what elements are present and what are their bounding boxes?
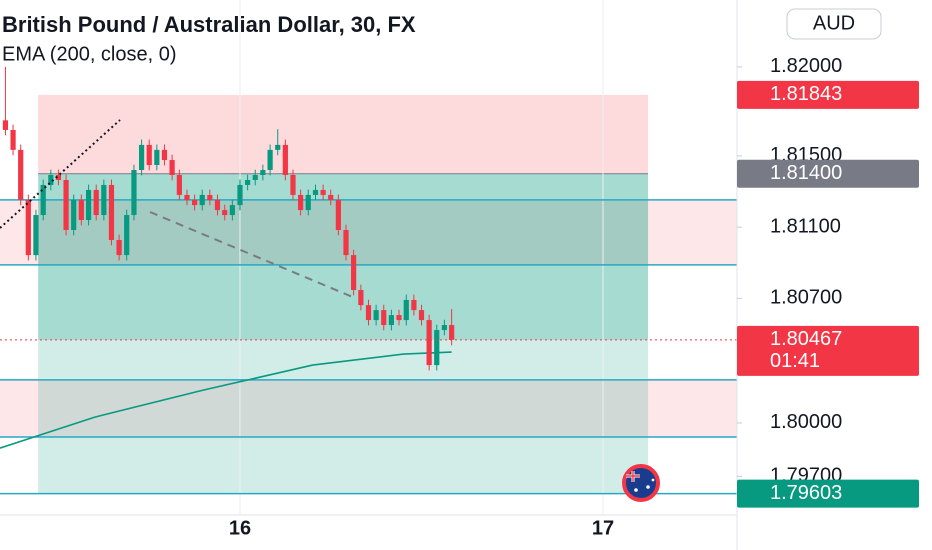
candle-body <box>55 174 62 180</box>
candle-body <box>290 174 296 195</box>
candle-body <box>71 199 77 230</box>
candle-body <box>222 210 228 216</box>
candle-body <box>25 199 31 256</box>
country-flag[interactable] <box>622 464 660 502</box>
candle-body <box>351 255 357 290</box>
candle-body <box>101 184 107 216</box>
price-label: 1.80467 <box>770 328 842 350</box>
candle-body <box>328 194 334 200</box>
candle-body <box>298 194 304 211</box>
candle-body <box>252 174 258 180</box>
currency-button[interactable] <box>786 8 882 40</box>
chart-title: British Pound / Australian Dollar, 30, F… <box>2 12 416 37</box>
candle-body <box>358 289 364 306</box>
candle-body <box>85 189 92 221</box>
y-tick-label: 1.81100 <box>770 215 841 237</box>
candle-body <box>176 174 182 195</box>
trend-line <box>0 119 121 229</box>
candle-body <box>214 199 221 211</box>
candle-body <box>434 330 440 366</box>
candle-body <box>199 194 205 206</box>
candle-body <box>373 310 379 321</box>
candle-body <box>116 239 122 256</box>
candle-body <box>78 199 84 221</box>
candle-body <box>418 310 425 321</box>
x-tick-label: 16 <box>229 517 251 539</box>
flag-circle <box>622 464 660 502</box>
candle-body <box>320 189 326 195</box>
drawings <box>0 119 660 502</box>
candle-body <box>93 189 99 216</box>
candle-body <box>48 174 54 185</box>
progress-zone <box>38 173 649 340</box>
zone <box>0 379 737 438</box>
candle-body <box>441 325 447 331</box>
flag-star <box>634 488 638 492</box>
candle-body <box>403 299 409 321</box>
candle-body <box>40 184 46 216</box>
candle-body <box>146 144 152 166</box>
candle-body <box>169 160 175 175</box>
y-tick-label: 1.80700 <box>770 287 842 309</box>
candle-body <box>260 170 266 175</box>
candle-body <box>411 299 417 311</box>
candle-body <box>365 305 372 321</box>
candle-body <box>237 184 243 206</box>
candle-body <box>124 215 130 256</box>
currency-label[interactable]: AUD <box>813 12 855 34</box>
candle-body <box>449 325 455 340</box>
price-label-box <box>737 159 919 188</box>
candle-body <box>10 129 16 150</box>
flag-star <box>651 478 655 482</box>
flag-cross <box>626 471 640 482</box>
candle-body <box>161 149 168 161</box>
price-label: 1.81400 <box>770 162 842 184</box>
price-label: 1.79603 <box>770 482 842 504</box>
candle-body <box>275 144 281 150</box>
ema-line <box>0 351 452 449</box>
price-label: 1.81843 <box>770 83 842 105</box>
candle-body <box>138 144 145 171</box>
price-label-box <box>737 325 919 376</box>
zone <box>0 199 737 265</box>
candle-body <box>191 199 198 206</box>
candle-body <box>207 194 213 200</box>
x-tick-label: 17 <box>592 517 614 539</box>
indicator-legend: EMA (200, close, 0) <box>2 43 177 65</box>
y-tick-label: 1.80000 <box>770 411 842 433</box>
candle-body <box>267 149 273 171</box>
price-label-box <box>737 80 919 109</box>
candle-body <box>396 315 402 321</box>
candle-body <box>343 229 349 256</box>
candle-body <box>312 189 319 195</box>
flag-star <box>646 485 650 489</box>
candle-body <box>18 149 24 200</box>
trend-line <box>149 211 356 299</box>
y-tick-label: 1.82000 <box>770 55 842 77</box>
candle-body <box>388 315 394 326</box>
candle-body <box>154 149 160 166</box>
candle-body <box>305 194 311 211</box>
target-zone <box>38 173 649 494</box>
candle-body <box>426 320 432 366</box>
price-label-box <box>737 479 919 508</box>
candle-body <box>282 144 288 175</box>
candle-body <box>245 179 251 185</box>
plot-area <box>0 0 737 515</box>
candle-body <box>63 179 69 230</box>
candle-body <box>108 184 115 240</box>
countdown: 01:41 <box>770 350 820 372</box>
candle-body <box>184 194 190 200</box>
candle-body <box>381 310 387 326</box>
stop-zone <box>38 94 649 174</box>
candle-body <box>335 199 341 230</box>
candle-body <box>229 205 235 216</box>
candle-body <box>33 215 39 256</box>
candle-body <box>131 170 137 216</box>
candle-body <box>2 120 9 130</box>
